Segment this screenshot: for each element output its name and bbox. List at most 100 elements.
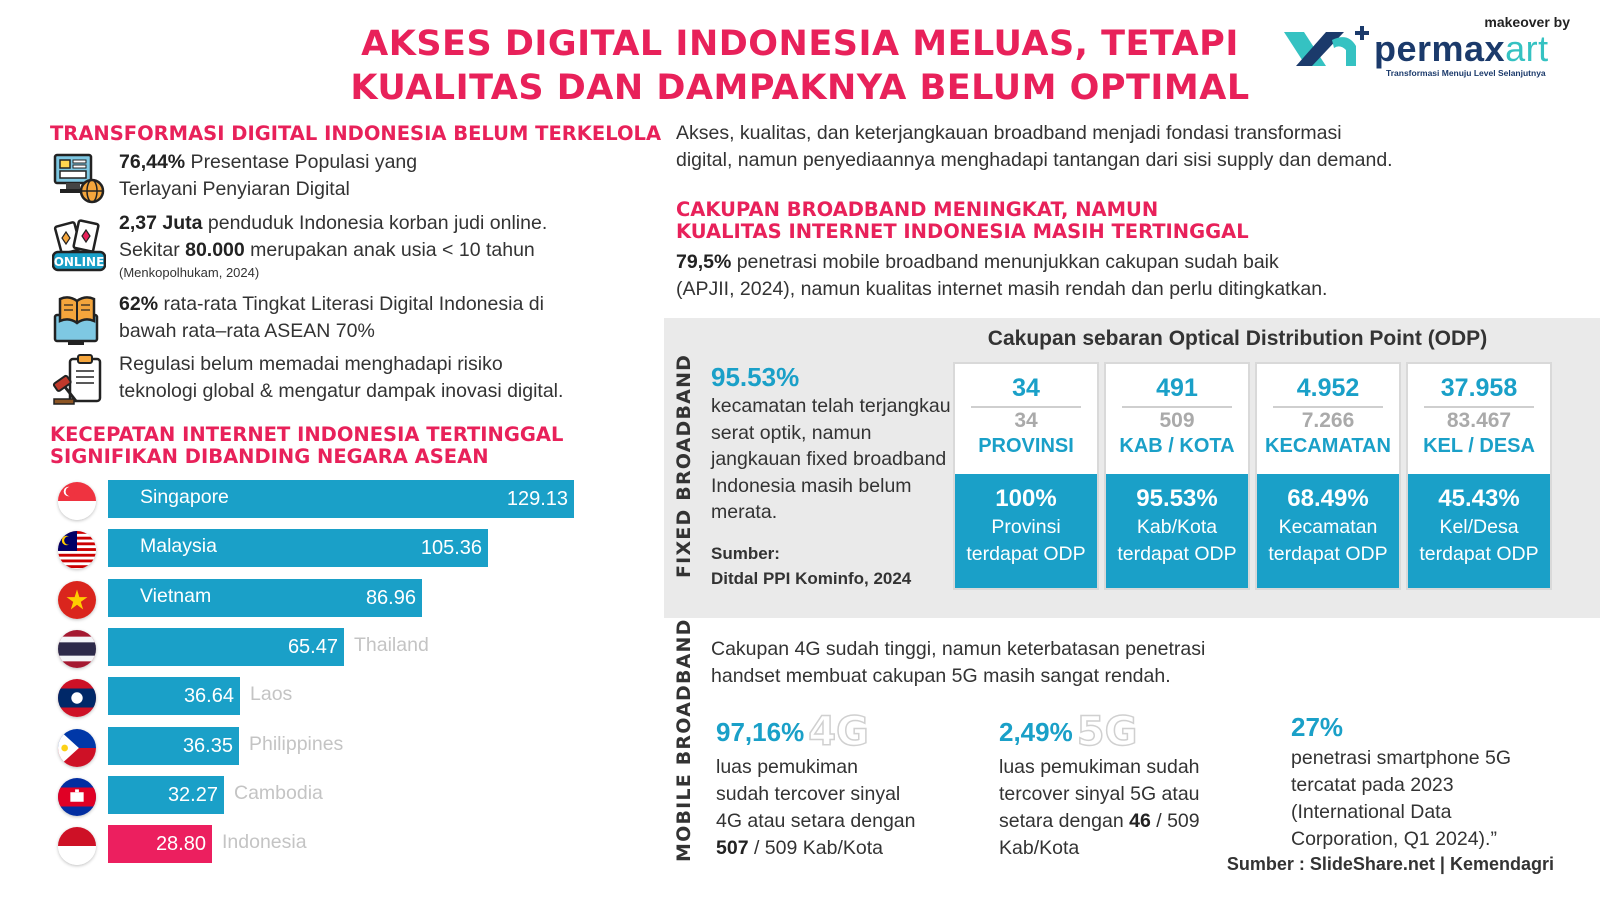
bar-value-label: 36.64 xyxy=(183,685,234,707)
vietnam-flag-icon xyxy=(58,581,96,619)
main-title-line2: KUALITAS DAN DAMPAKNYA BELUM OPTIMAL xyxy=(350,68,1250,108)
odp-card-provinsi: 34 34 PROVINSI 100% Provinsi terdapat OD… xyxy=(953,362,1099,590)
bar-laos: 36.64 xyxy=(108,677,240,715)
transformasi-heading: TRANSFORMASI DIGITAL INDONESIA BELUM TER… xyxy=(50,122,662,145)
bar-row-vietnam: 86.96 Vietnam xyxy=(58,579,658,619)
bar-singapore: 129.13 Singapore xyxy=(108,480,574,518)
bar-category-label: Cambodia xyxy=(234,782,323,804)
bar-vietnam: 86.96 Vietnam xyxy=(108,579,422,617)
stat-regulation-line1: Regulasi belum memadai menghadapi risiko xyxy=(119,353,503,375)
bar-philippines: 36.35 xyxy=(108,727,239,765)
smartphone-5g-stat: 27% penetrasi smartphone 5G tercatat pad… xyxy=(1291,712,1551,853)
odp-coverage-pct: 95.53% xyxy=(1136,485,1218,512)
digital-literacy-icon xyxy=(53,296,99,345)
stat-item-literacy: 62% rata-rata Tingkat Literasi Digital I… xyxy=(52,291,652,351)
footer-source: Sumber : SlideShare.net | Kemendagri xyxy=(1226,854,1554,874)
odp-level: PROVINSI xyxy=(978,435,1074,457)
odp-level: KEL / DESA xyxy=(1423,435,1535,457)
kecepatan-heading-line2: SIGNIFIKAN DIBANDING NEGARA ASEAN xyxy=(50,445,489,468)
stat-literacy-line1: 62% rata-rata Tingkat Literasi Digital I… xyxy=(119,293,544,315)
bar-category-label: Laos xyxy=(250,683,293,705)
mobile-broadband-intro: Cakupan 4G sudah tinggi, namun keterbata… xyxy=(711,638,1206,687)
odp-total: 7.266 xyxy=(1301,409,1355,432)
intro-line2: digital, namun penyediaannya menghadapi … xyxy=(676,149,1393,171)
broadband-line1: 79,5% penetrasi mobile broadband menunju… xyxy=(676,251,1279,273)
permaxart-logo: makeover by permaxart Transformasi Menuj… xyxy=(1282,12,1572,78)
bar-indonesia: 28.80 xyxy=(108,825,212,863)
odp-divider xyxy=(971,406,1081,408)
bar-malaysia: 105.36 Malaysia xyxy=(108,529,488,567)
stat-item-regulation: Regulasi belum memadai menghadapi risiko… xyxy=(52,351,652,411)
main-title-line1: AKSES DIGITAL INDONESIA MELUAS, TETAPI xyxy=(361,24,1239,64)
fixed-broadband-desc: kecamatan telah terjangkau serat optik, … xyxy=(711,395,951,523)
odp-card-kecamatan: 4.952 7.266 KECAMATAN 68.49% Kecamatan t… xyxy=(1255,362,1401,590)
odp-divider xyxy=(1424,406,1534,408)
bar-value-label: 129.13 xyxy=(506,488,568,510)
digital-broadcast-icon xyxy=(53,153,105,204)
kecepatan-heading-line1: KECEPATAN INTERNET INDONESIA TERTINGGAL xyxy=(50,423,564,446)
odp-total: 34 xyxy=(1014,409,1038,432)
bar-value-label: 86.96 xyxy=(365,587,416,609)
stat-broadcast-line1: 76,44% Presentase Populasi yang xyxy=(119,151,418,173)
odp-level: KECAMATAN xyxy=(1265,435,1391,457)
bar-row-indonesia: Indonesia 28.80 xyxy=(58,825,658,865)
odp-coverage: 95.53% Kab/Kota terdapat ODP xyxy=(1106,474,1248,588)
bar-value-label: 105.36 xyxy=(420,537,482,559)
smartphone-5g-desc: penetrasi smartphone 5G tercatat pada 20… xyxy=(1291,747,1512,850)
bar-value-label: 28.80 xyxy=(155,833,206,855)
bar-thailand: 65.47 xyxy=(108,628,344,666)
online-gambling-icon: ONLINE xyxy=(52,219,106,272)
mobile-4g-stat: 97,16% 4G luas pemukiman sudah tercover s… xyxy=(716,711,976,862)
smartphone-5g-pct: 27% xyxy=(1291,712,1344,742)
cambodia-flag-icon xyxy=(58,778,96,816)
bar-category-label: Indonesia xyxy=(222,831,307,853)
odp-count: 491 xyxy=(1156,374,1198,402)
bar-category-label: Vietnam xyxy=(140,585,212,607)
odp-coverage-pct: 45.43% xyxy=(1438,485,1520,512)
odp-divider xyxy=(1122,406,1232,408)
intro-line1: Akses, kualitas, dan keterjangkauan broa… xyxy=(676,122,1342,144)
odp-coverage: 45.43% Kel/Desa terdapat ODP xyxy=(1408,474,1550,588)
odp-divider xyxy=(1273,406,1383,408)
singapore-flag-icon xyxy=(58,482,96,520)
fixed-broadband-pct: 95.53% xyxy=(711,362,800,392)
bar-cambodia: 32.27 xyxy=(108,776,224,814)
stat-gambling-source: (Menkopolhukam, 2024) xyxy=(119,265,260,280)
odp-total: 509 xyxy=(1159,409,1195,432)
mobile-4g-desc: luas pemukiman sudah tercover sinyal 4G … xyxy=(716,756,916,859)
thailand-flag-icon xyxy=(58,630,96,668)
permaxart-wordmark: permaxart xyxy=(1374,28,1549,69)
kecepatan-heading: KECEPATAN INTERNET INDONESIA TERTINGGAL … xyxy=(50,424,563,468)
bar-value-label: 65.47 xyxy=(287,636,338,658)
main-title: AKSES DIGITAL INDONESIA MELUAS, TETAPI K… xyxy=(290,22,1310,110)
logo-tagline: Transformasi Menuju Level Selanjutnya xyxy=(1386,68,1546,78)
mobile-5g-desc: luas pemukiman sudah tercover sinyal 5G … xyxy=(999,756,1200,859)
bar-row-malaysia: 105.36 Malaysia xyxy=(58,529,658,569)
odp-card-kel-desa: 37.958 83.467 KEL / DESA 45.43% Kel/Desa… xyxy=(1406,362,1552,590)
mobile-broadband-label: MOBILE BROADBAND xyxy=(673,618,695,862)
stat-gambling-line1: 2,37 Juta penduduk Indonesia korban judi… xyxy=(119,212,548,234)
5g-badge-icon: 5G xyxy=(1076,709,1138,755)
broadband-line2: (APJII, 2024), namun kualitas internet m… xyxy=(676,278,1328,300)
bar-value-label: 32.27 xyxy=(167,784,218,806)
bar-row-laos: Laos 36.64 xyxy=(58,677,658,717)
mobile-4g-pct: 97,16% xyxy=(716,716,805,747)
odp-count: 34 xyxy=(1012,374,1040,402)
odp-count: 4.952 xyxy=(1296,374,1360,402)
odp-count: 37.958 xyxy=(1440,374,1518,402)
bar-value-label: 36.35 xyxy=(182,735,233,757)
laos-flag-icon xyxy=(58,679,96,717)
stat-regulation-line2: teknologi global & mengatur dampak inova… xyxy=(119,380,564,402)
broadband-paragraph: 79,5% penetrasi mobile broadband menunju… xyxy=(676,249,1556,303)
intro-paragraph: Akses, kualitas, dan keterjangkauan broa… xyxy=(676,120,1556,174)
bar-category-label: Malaysia xyxy=(140,535,217,557)
malaysia-flag-icon xyxy=(58,531,96,569)
odp-coverage: 100% Provinsi terdapat ODP xyxy=(955,474,1097,588)
odp-title: Cakupan sebaran Optical Distribution Poi… xyxy=(987,327,1488,350)
stat-gambling-line2: Sekitar 80.000 merupakan anak usia < 10 … xyxy=(119,239,535,261)
odp-coverage-pct: 100% xyxy=(995,485,1057,512)
fixed-broadband-source: Sumber: Ditdal PPI Kominfo, 2024 xyxy=(711,544,912,588)
fixed-broadband-label: FIXED BROADBAND xyxy=(673,353,695,578)
stat-broadcast-line2: Terlayani Penyiaran Digital xyxy=(119,178,350,200)
mobile-5g-pct: 2,49% xyxy=(999,716,1073,747)
